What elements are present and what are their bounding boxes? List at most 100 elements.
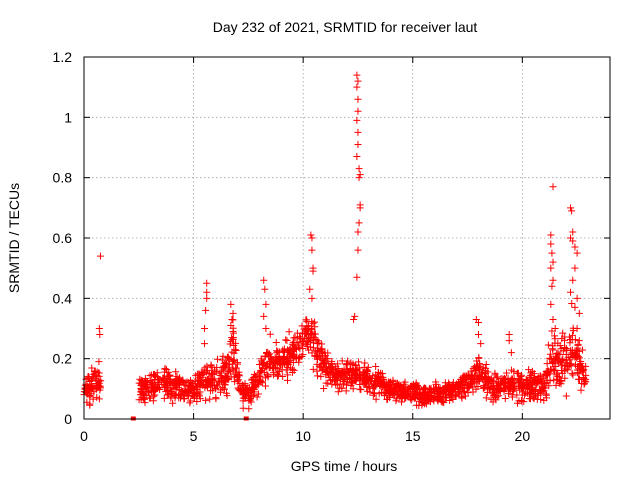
data-point [309,267,317,275]
data-point [566,339,574,347]
data-point [447,391,455,399]
data-point [432,380,440,388]
data-point [450,384,458,392]
data-point [334,360,342,368]
y-tick-label: 0 [64,411,72,427]
data-point [89,395,97,403]
tick-labels: 0 5 10 15 20 0 0.2 0.4 0.6 0.8 1 1.2 [53,49,531,444]
data-point [520,381,528,389]
x-tick-label: 0 [80,428,88,444]
data-point [354,95,362,103]
data-point [505,331,513,339]
data-point [568,207,576,215]
data-point [465,384,473,392]
data-point [214,355,222,363]
data-point [354,77,362,85]
data-point [356,171,364,179]
data-point [245,405,253,413]
data-point [223,392,231,400]
data-point [327,359,335,367]
y-axis-label: SRMTID / TECUs [6,183,22,293]
data-point [351,312,359,320]
data-point [262,300,270,308]
y-tick-label: 0.4 [53,290,73,306]
data-point [172,368,180,376]
data-point [289,338,297,346]
data-point [568,369,576,377]
data-point [573,294,581,302]
data-point [464,381,472,389]
data-point [295,355,303,363]
data-point [290,366,298,374]
data-point [307,325,315,333]
data-point [193,398,201,406]
data-point [577,358,585,366]
data-point [475,318,482,326]
data-point [289,365,297,373]
data-point [95,372,103,380]
data-point [457,390,465,398]
data-point [553,350,561,358]
data-point [476,377,484,385]
data-point [478,368,486,376]
y-tick-label: 1.2 [53,49,73,65]
data-point [281,359,289,367]
data-point [220,385,228,393]
data-point [267,353,275,361]
data-point [91,374,99,382]
data-point [349,385,357,393]
data-point [350,315,358,323]
data-point [449,396,457,404]
data-point [260,276,268,284]
data-point [229,309,237,317]
data-point [569,228,577,236]
data-point [475,365,483,373]
data-point [190,391,198,399]
data-point [551,325,559,332]
data-point [317,373,325,381]
data-point [353,71,361,79]
data-point [273,349,281,357]
y-tick-label: 0.8 [53,170,73,186]
data-point [361,359,369,367]
data-point [353,153,361,161]
data-point [324,355,332,363]
data-point [208,370,216,378]
data-point [228,315,236,323]
data-point [88,384,96,392]
data-point [518,371,526,379]
data-point [212,394,220,402]
data-point [434,396,442,404]
data-point [573,325,581,332]
data-point [203,288,211,296]
axes [83,56,611,420]
data-point [172,376,180,384]
data-point [182,387,190,395]
data-point [97,377,105,385]
data-point [472,379,480,387]
data-point [567,347,575,355]
data-point [542,390,550,398]
data-point [230,329,238,337]
data-point [185,386,193,394]
data-point [308,294,316,302]
data-point [221,381,229,389]
data-point [201,384,209,392]
data-point [231,378,239,386]
data-point [357,386,365,394]
data-point [493,382,501,390]
data-point [355,219,363,227]
data-point [548,249,556,257]
data-point [456,388,464,396]
data-point [273,370,281,378]
chart-title: Day 232 of 2021, SRMTID for receiver lau… [213,19,478,35]
data-point [416,386,423,394]
data-point [549,276,557,284]
data-point [96,252,104,260]
data-point [355,358,363,366]
data-point [412,391,420,399]
data-point [516,386,524,394]
data-point [193,386,201,394]
data-point [508,393,516,401]
data-point [564,366,572,374]
